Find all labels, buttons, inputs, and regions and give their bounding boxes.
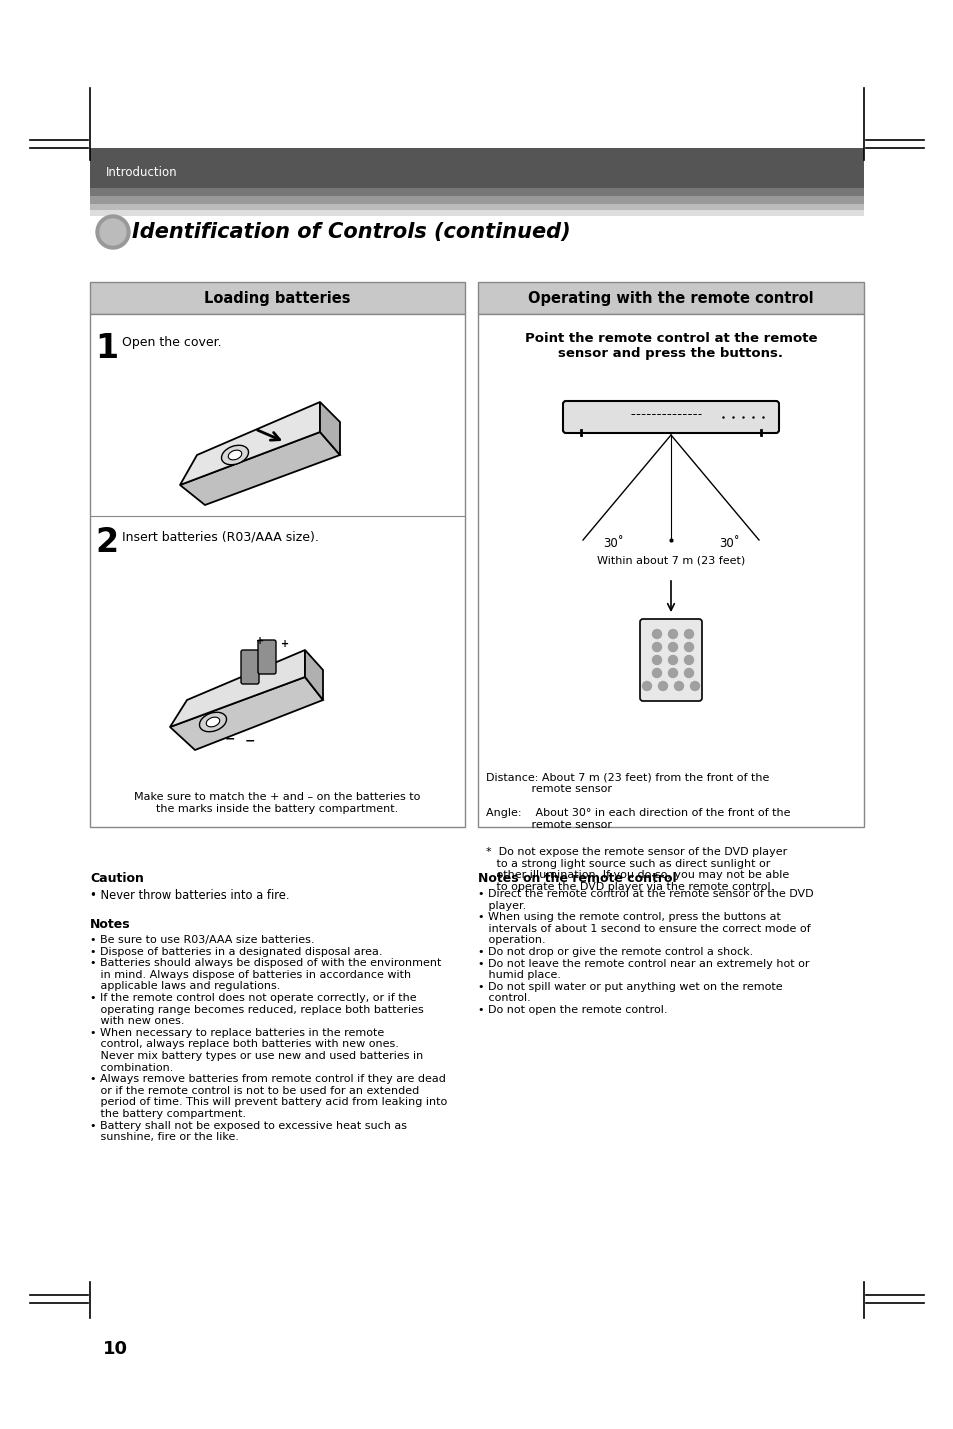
Circle shape [684, 669, 693, 677]
Polygon shape [180, 432, 339, 504]
Text: Insert batteries (R03/AAA size).: Insert batteries (R03/AAA size). [122, 530, 318, 543]
Circle shape [652, 669, 660, 677]
Circle shape [658, 682, 667, 690]
Bar [90, 282, 464, 314]
Ellipse shape [221, 446, 248, 464]
Text: Notes: Notes [90, 917, 131, 932]
Text: • Never throw batteries into a fire.: • Never throw batteries into a fire. [90, 889, 289, 902]
Polygon shape [319, 402, 339, 454]
Circle shape [668, 643, 677, 652]
Circle shape [100, 219, 126, 244]
Bar [90, 196, 863, 204]
Text: Angle:    About 30° in each direction of the front of the
             remote se: Angle: About 30° in each direction of th… [485, 807, 790, 830]
Text: Point the remote control at the remote
sensor and press the buttons.: Point the remote control at the remote s… [524, 332, 817, 360]
Polygon shape [170, 650, 305, 727]
Text: Within about 7 m (23 feet): Within about 7 m (23 feet) [597, 554, 744, 564]
Circle shape [96, 214, 130, 249]
Bar [477, 314, 863, 827]
Text: 30˚: 30˚ [718, 537, 739, 550]
Circle shape [690, 682, 699, 690]
Text: 2: 2 [95, 526, 118, 559]
Ellipse shape [199, 712, 226, 732]
Text: Loading batteries: Loading batteries [204, 290, 351, 306]
Text: −: − [245, 735, 255, 747]
FancyBboxPatch shape [257, 640, 275, 674]
Polygon shape [180, 402, 319, 484]
Bar [90, 189, 863, 196]
Text: • Be sure to use R03/AAA size batteries.
• Dispose of batteries in a designated : • Be sure to use R03/AAA size batteries.… [90, 935, 447, 1142]
Text: Make sure to match the + and – on the batteries to
the marks inside the battery : Make sure to match the + and – on the ba… [134, 792, 420, 813]
Text: *  Do not expose the remote sensor of the DVD player
   to a strong light source: * Do not expose the remote sensor of the… [485, 847, 788, 892]
Text: −: − [225, 732, 235, 745]
Text: 1: 1 [95, 332, 118, 364]
Circle shape [668, 669, 677, 677]
Circle shape [652, 656, 660, 664]
Text: +: + [255, 636, 264, 646]
Ellipse shape [228, 450, 241, 460]
Text: Open the cover.: Open the cover. [122, 336, 221, 349]
FancyBboxPatch shape [639, 619, 701, 702]
Ellipse shape [206, 717, 219, 727]
Text: 30˚: 30˚ [602, 537, 622, 550]
Text: Identification of Controls (continued): Identification of Controls (continued) [132, 221, 570, 242]
Circle shape [674, 682, 682, 690]
Circle shape [652, 630, 660, 639]
Bar [90, 210, 863, 216]
Text: +: + [280, 639, 289, 649]
Circle shape [652, 643, 660, 652]
Bar [477, 282, 863, 314]
Bar [90, 149, 863, 189]
Text: • Direct the remote control at the remote sensor of the DVD
   player.
• When us: • Direct the remote control at the remot… [477, 889, 813, 1015]
Circle shape [641, 682, 651, 690]
Text: Notes on the remote control: Notes on the remote control [477, 872, 676, 885]
Circle shape [684, 643, 693, 652]
FancyBboxPatch shape [241, 650, 258, 684]
Circle shape [668, 656, 677, 664]
Circle shape [668, 630, 677, 639]
Text: Distance: About 7 m (23 feet) from the front of the
             remote sensor: Distance: About 7 m (23 feet) from the f… [485, 772, 768, 793]
Bar [90, 314, 464, 827]
Circle shape [684, 630, 693, 639]
Polygon shape [170, 677, 323, 750]
FancyBboxPatch shape [562, 402, 779, 433]
Text: Operating with the remote control: Operating with the remote control [528, 290, 813, 306]
Circle shape [684, 656, 693, 664]
Polygon shape [305, 650, 323, 700]
Bar [90, 204, 863, 211]
Text: 10: 10 [103, 1340, 128, 1358]
Bar [482, 845, 858, 923]
Text: Introduction: Introduction [106, 166, 177, 179]
Text: Caution: Caution [90, 872, 144, 885]
